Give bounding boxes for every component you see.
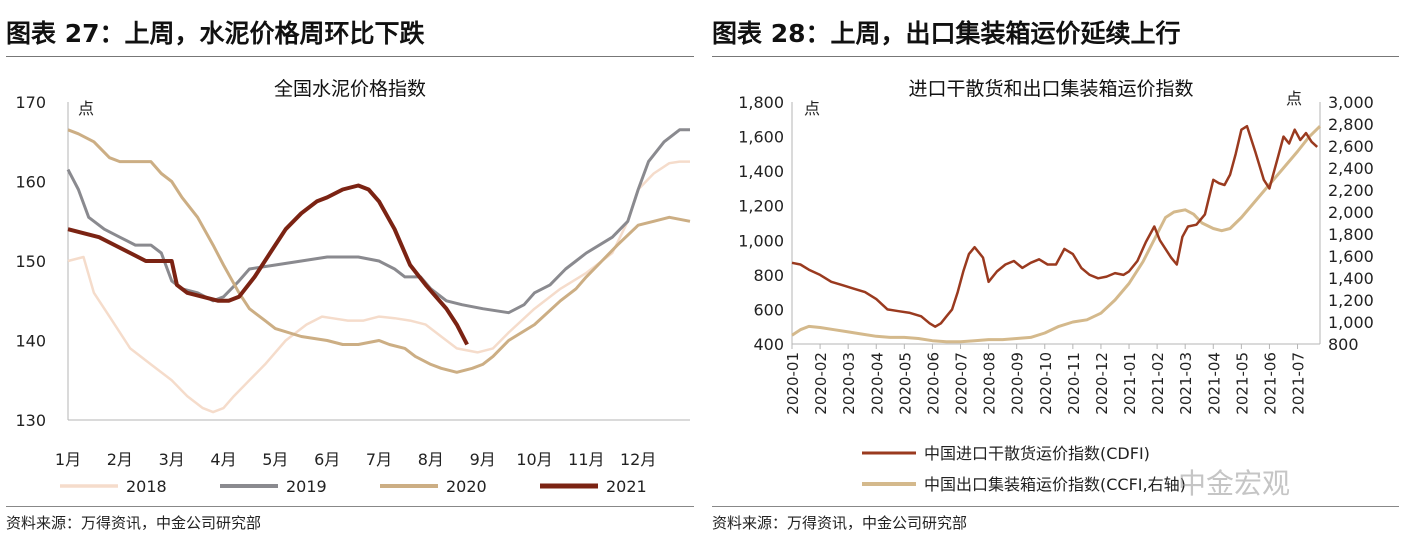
- right-y-tick-label-1200: 1,200: [738, 197, 784, 216]
- left-x-tick-label-11: 11月: [568, 450, 604, 469]
- right-y2-tick-label-2400: 2,400: [1328, 159, 1374, 178]
- right-x-tick-label-2020-12: 2020-12: [1093, 352, 1111, 415]
- right-chart-svg: 400 600 800 1,000 1,200 1,400 1,600 1,800 800 1,0…: [738, 89, 1374, 494]
- right-x-tick-label-2021-03: 2021-03: [1177, 352, 1195, 415]
- right-legend-label-cdfi: 中国进口干散货运价指数(CDFI): [924, 444, 1150, 463]
- right-legend-label-ccfi: 中国出口集装箱运价指数(CCFI,右轴): [924, 475, 1186, 494]
- left-y-tick-label-170: 170: [15, 93, 46, 112]
- right-y-tick-label-1800: 1,800: [738, 93, 784, 112]
- left-y-unit-label: 点: [78, 99, 94, 118]
- right-y2-tick-label-2600: 2,600: [1328, 137, 1374, 156]
- right-y-tick-label-600: 600: [753, 300, 784, 319]
- left-footer-rule: [6, 506, 694, 507]
- left-x-tick-label-7: 7月: [366, 450, 392, 469]
- right-x-tick-label-2020-05: 2020-05: [896, 352, 914, 415]
- right-chart-panel: 图表 28：上周，出口集装箱运价延续上行 进口干散货和出口集装箱运价指数 400…: [706, 0, 1405, 540]
- right-y2-tick-label-3000: 3,000: [1328, 93, 1374, 112]
- left-x-tick-label-1: 1月: [55, 450, 81, 469]
- right-x-tick-label-2021-06: 2021-06: [1261, 352, 1279, 415]
- left-y-tick-label-150: 150: [15, 252, 46, 271]
- right-x-tick-label-2021-02: 2021-02: [1149, 352, 1167, 415]
- right-y-tick-label-1600: 1,600: [738, 128, 784, 147]
- left-y-tick-label-140: 140: [15, 332, 46, 351]
- left-x-tick-label-12: 12月: [620, 450, 656, 469]
- watermark-text: 中金宏观: [1178, 467, 1291, 500]
- left-series-line-2020: [67, 128, 691, 374]
- right-y2-tick-label-1400: 1,400: [1328, 269, 1374, 288]
- right-y2-tick-label-1600: 1,600: [1328, 247, 1374, 266]
- right-x-tick-label-2020-07: 2020-07: [953, 352, 971, 415]
- left-y-tick-label-160: 160: [15, 173, 46, 192]
- right-x-tick-label-2020-11: 2020-11: [1065, 352, 1083, 415]
- right-y-tick-label-1400: 1,400: [738, 162, 784, 181]
- left-x-tick-label-4: 4月: [210, 450, 236, 469]
- left-chart-svg: 130 140 150 160 170 点 1月 2月 3月 4月 5月 6月 7月 8月 9月 10月 11月…: [15, 93, 691, 496]
- right-y-unit-label: 点: [804, 99, 820, 118]
- right-x-tick-label-2021-05: 2021-05: [1233, 352, 1251, 415]
- right-figure-title: 图表 28：上周，出口集装箱运价延续上行: [712, 19, 1181, 48]
- right-series-line-cdfi: [791, 124, 1319, 328]
- right-x-tick-label-2020-06: 2020-06: [924, 352, 942, 415]
- left-source-note: 资料来源：万得资讯，中金公司研究部: [6, 514, 262, 532]
- right-series-line-ccfi: [791, 125, 1322, 344]
- right-y-tick-label-800: 800: [753, 266, 784, 285]
- left-y-tick-label-130: 130: [15, 411, 46, 430]
- left-x-tick-label-3: 3月: [159, 450, 185, 469]
- right-source-note: 资料来源：万得资讯，中金公司研究部: [712, 514, 968, 532]
- right-x-tick-label-2020-08: 2020-08: [981, 352, 999, 415]
- right-y2-tick-label-2200: 2,200: [1328, 181, 1374, 200]
- right-x-tick-label-2020-01: 2020-01: [784, 352, 802, 415]
- left-legend-label-2021: 2021: [606, 477, 647, 496]
- right-x-tick-label-2020-03: 2020-03: [840, 352, 858, 415]
- right-y2-tick-label-1800: 1,800: [1328, 225, 1374, 244]
- left-x-tick-label-2: 2月: [107, 450, 133, 469]
- left-legend-label-2018: 2018: [126, 477, 167, 496]
- left-title-rule: [6, 56, 694, 57]
- right-y2-tick-label-1200: 1,200: [1328, 291, 1374, 310]
- left-chart-panel: 图表 27：上周，水泥价格周环比下跌 全国水泥价格指数 130 140 150 160…: [0, 0, 700, 540]
- right-x-tick-label-2021-01: 2021-01: [1121, 352, 1139, 415]
- right-y2-tick-label-1000: 1,000: [1328, 313, 1374, 332]
- left-series-line-2019: [66, 128, 690, 315]
- left-legend-label-2019: 2019: [286, 477, 327, 496]
- left-chart-title: 全国水泥价格指数: [273, 78, 426, 100]
- left-x-tick-label-9: 9月: [470, 450, 496, 469]
- left-x-tick-label-8: 8月: [418, 450, 444, 469]
- right-x-tick-label-2020-02: 2020-02: [812, 352, 830, 415]
- right-y2-tick-label-2000: 2,000: [1328, 203, 1374, 222]
- right-x-tick-label-2021-07: 2021-07: [1290, 352, 1308, 415]
- right-chart-title: 进口干散货和出口集装箱运价指数: [908, 78, 1194, 100]
- left-series-line-2021: [67, 183, 469, 346]
- right-title-rule: [712, 56, 1399, 57]
- right-x-tick-label-2021-04: 2021-04: [1205, 352, 1223, 415]
- left-x-tick-label-10: 10月: [516, 450, 552, 469]
- right-y2-tick-label-800: 800: [1328, 335, 1359, 354]
- right-x-tick-label-2020-09: 2020-09: [1009, 352, 1027, 415]
- left-figure-title: 图表 27：上周，水泥价格周环比下跌: [6, 19, 425, 48]
- right-footer-rule: [712, 506, 1399, 507]
- left-x-tick-label-5: 5月: [262, 450, 288, 469]
- right-x-tick-label-2020-10: 2020-10: [1037, 352, 1055, 415]
- left-legend-label-2020: 2020: [446, 477, 487, 496]
- left-x-tick-label-6: 6月: [314, 450, 340, 469]
- right-y-tick-label-1000: 1,000: [738, 231, 784, 250]
- right-y2-unit-label: 点: [1286, 89, 1302, 108]
- right-y2-tick-label-2800: 2,800: [1328, 115, 1374, 134]
- right-x-tick-label-2020-04: 2020-04: [868, 352, 886, 415]
- right-y-tick-label-400: 400: [753, 335, 784, 354]
